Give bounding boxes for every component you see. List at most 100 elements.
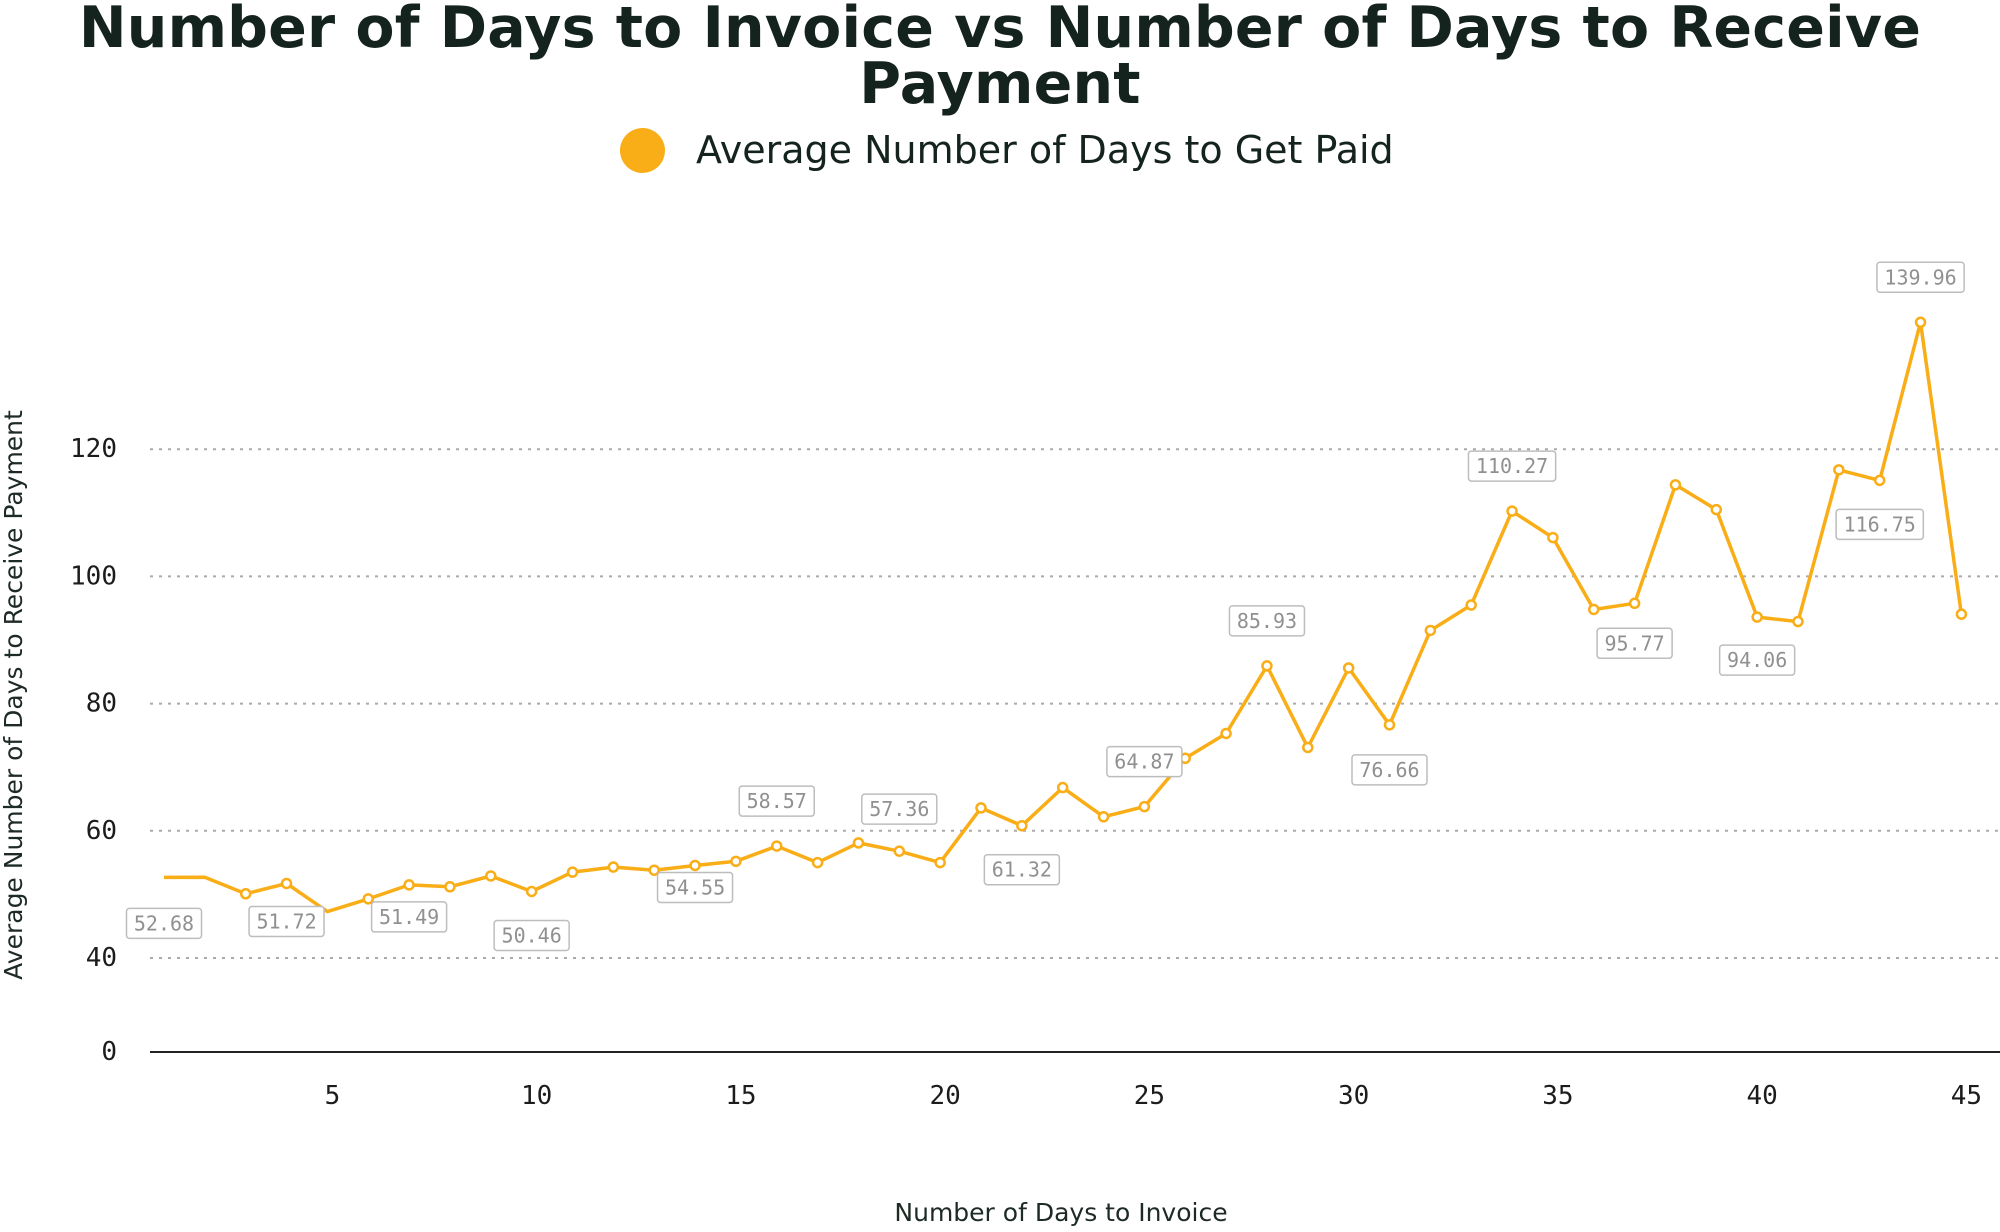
y-tick-label: 0 [101, 1037, 117, 1067]
series-points [239, 316, 1968, 905]
data-point [1833, 464, 1845, 476]
data-label-text: 51.49 [379, 905, 439, 929]
y-tick-label: 120 [70, 434, 117, 464]
data-label-text: 50.46 [502, 923, 562, 947]
data-label: 94.06 [1718, 644, 1796, 676]
y-tick-label: 40 [86, 943, 117, 973]
data-point [1792, 615, 1804, 628]
data-label-text: 64.87 [1114, 750, 1174, 774]
x-tick-label: 40 [1746, 1081, 1777, 1111]
data-point [689, 859, 701, 872]
data-label: 51.72 [248, 905, 325, 938]
x-tick-label: 15 [725, 1081, 756, 1111]
data-point [852, 837, 865, 849]
data-point [1383, 719, 1396, 731]
data-label-box [370, 901, 448, 933]
data-point [1016, 819, 1028, 832]
data-point [1424, 624, 1437, 637]
data-label: 64.87 [1106, 745, 1183, 778]
chart-title: Number of Days to Invoice vs Number of D… [78, 0, 1922, 117]
data-label: 54.55 [656, 871, 734, 904]
x-tick-label: 20 [929, 1081, 960, 1111]
data-label-text: 61.32 [992, 858, 1052, 882]
data-point [444, 881, 456, 893]
data-label: 85.93 [1228, 605, 1306, 637]
data-label-text: 54.55 [665, 875, 725, 899]
x-tick-label: 45 [1951, 1081, 1982, 1111]
data-point [1056, 781, 1069, 794]
data-label-box [1718, 644, 1796, 676]
data-label-text: 85.93 [1237, 609, 1297, 633]
data-label-box [248, 905, 325, 938]
x-axis-label: Number of Days to Invoice [894, 1198, 1227, 1227]
data-point [730, 855, 742, 868]
data-label-box [1351, 754, 1428, 786]
data-point [1751, 611, 1763, 623]
data-point [1220, 727, 1232, 740]
legend-label: Average Number of Days to Get Paid [696, 128, 1394, 172]
data-point [607, 861, 620, 873]
data-label-box [983, 853, 1061, 886]
data-point [403, 879, 415, 891]
data-label-box [1228, 605, 1306, 637]
data-label-text: 94.06 [1727, 648, 1787, 672]
data-label-box [738, 785, 815, 817]
data-label-text: 139.96 [1884, 265, 1956, 289]
data-label-box [1467, 450, 1557, 482]
data-label-box [493, 919, 570, 952]
data-labels: 52.68 51.72 51.49 50.46 54.55 58.57 57.36 61.32… [125, 261, 1965, 952]
data-point [239, 888, 252, 900]
data-label: 50.46 [493, 919, 570, 952]
data-point [1547, 531, 1559, 544]
data-label: 58.57 [738, 785, 815, 817]
data-point [771, 840, 783, 852]
y-tick-label: 60 [86, 816, 117, 846]
data-label: 76.66 [1351, 754, 1428, 786]
data-point [1710, 503, 1723, 516]
y-axis-label: Average Number of Days to Receive Paymen… [0, 410, 28, 980]
data-label-text: 58.57 [747, 789, 807, 813]
data-point [934, 856, 946, 869]
data-point [1465, 599, 1477, 611]
data-point [362, 893, 374, 905]
data-point [1097, 811, 1110, 823]
legend: Average Number of Days to Get Paid [620, 122, 1394, 178]
data-label: 57.36 [861, 793, 938, 825]
data-point [1506, 505, 1518, 517]
data-label-text: 57.36 [869, 797, 929, 821]
data-point [975, 802, 987, 814]
data-point [1588, 603, 1600, 616]
y-tick-label: 100 [70, 561, 117, 591]
data-label: 61.32 [983, 853, 1061, 886]
data-label-text: 95.77 [1604, 631, 1664, 655]
data-point [1873, 474, 1886, 487]
legend-marker-icon [620, 127, 665, 173]
x-tick-label: 35 [1542, 1081, 1573, 1111]
x-tick-label: 30 [1338, 1081, 1369, 1111]
series-line [163, 320, 1964, 914]
data-label: 51.49 [370, 901, 448, 933]
data-point [1669, 479, 1682, 491]
x-tick-label: 25 [1134, 1081, 1165, 1111]
data-point [1914, 316, 1927, 329]
data-label-box [1106, 745, 1183, 778]
data-point [1261, 660, 1273, 672]
data-label-text: 52.68 [134, 911, 194, 935]
data-label-box [1876, 261, 1965, 294]
data-label-box [656, 871, 734, 904]
data-label-text: 76.66 [1359, 758, 1419, 782]
data-label: 139.96 [1876, 261, 1965, 294]
data-label: 52.68 [125, 907, 203, 940]
data-label-box [1596, 627, 1673, 660]
data-label-text: 51.72 [256, 909, 316, 933]
data-label-box [861, 793, 938, 825]
y-tick-label: 80 [86, 689, 117, 719]
data-point [1955, 608, 1968, 620]
x-tick-label: 5 [325, 1081, 341, 1111]
data-point [648, 864, 660, 876]
data-point [893, 845, 906, 857]
data-point [1628, 597, 1641, 610]
data-label: 95.77 [1596, 627, 1673, 660]
data-point [1342, 662, 1355, 674]
